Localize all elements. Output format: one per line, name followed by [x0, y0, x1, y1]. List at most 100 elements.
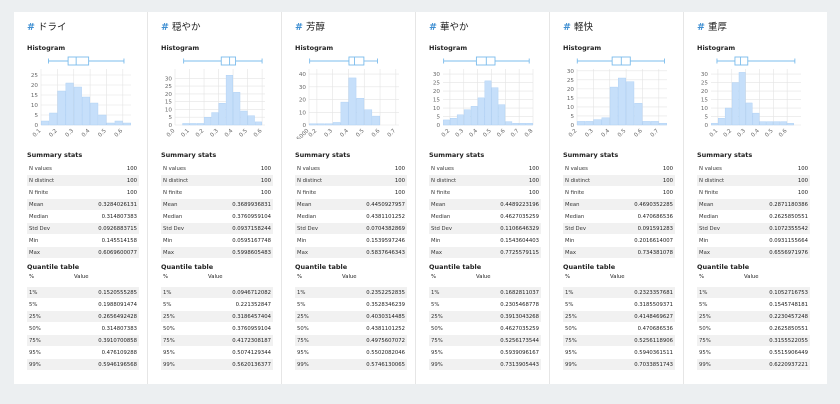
- stat-row-label: Min: [699, 238, 709, 244]
- value-header: Value: [744, 274, 759, 280]
- quantile-row-label: 75%: [297, 338, 309, 344]
- x-tick-label: 0.3: [209, 128, 220, 139]
- histogram-chart: 0 5 10 15 20 25 30 0.1 0.2 0.3 0.4 0.5 0.6: [701, 56, 801, 139]
- pct-header: %: [163, 274, 169, 280]
- quantile-table: 1% 0.1682811037 5% 0.2305468778 25% 0.3913043…: [429, 286, 541, 370]
- x-tick-label: 0.6: [496, 128, 507, 139]
- quantile-row-value: 0.3528346239: [366, 302, 405, 308]
- histogram-bar: [182, 123, 190, 126]
- stat-row-label: Max: [431, 250, 442, 256]
- quantile-row-value: 0.2230457248: [769, 314, 808, 320]
- histogram-bar: [593, 119, 602, 126]
- quantile-row-label: 75%: [699, 338, 711, 344]
- stat-row: N values 100: [161, 162, 273, 174]
- quantile-row: 1% 0.2323357681: [563, 286, 675, 298]
- quantile-row-label: 75%: [565, 338, 577, 344]
- stat-row: Max 0.6556971976: [697, 246, 810, 258]
- quantile-table-heading: Quantile table: [161, 263, 214, 271]
- histogram-bar: [57, 90, 66, 126]
- quantile-row: 50% 0.4381101252: [295, 322, 407, 334]
- y-tick-label: 10: [31, 103, 39, 109]
- quantile-table-heading: Quantile table: [429, 263, 482, 271]
- stat-row-label: Median: [163, 214, 183, 220]
- quantile-row-label: 50%: [29, 326, 41, 332]
- quantile-row-label: 25%: [565, 314, 577, 320]
- stat-row: N values 100: [27, 162, 139, 174]
- stat-row: Min 0.0931155664: [697, 234, 810, 246]
- stat-row-value: 0.470686536: [637, 214, 673, 220]
- summary-stats-table: N values 100 N distinct 100 N finite 100 Mean 0…: [697, 162, 810, 258]
- quantile-row-value: 0.1682811037: [500, 290, 539, 296]
- stat-row-label: N values: [699, 166, 722, 172]
- quantile-row-label: 5%: [163, 302, 172, 308]
- stat-row-label: Min: [565, 238, 575, 244]
- quantile-table-header: % Value: [429, 271, 541, 283]
- stat-row-value: 100: [126, 190, 137, 196]
- x-tick-label: 0.4: [601, 128, 612, 139]
- stat-row-value: 100: [528, 178, 539, 184]
- variable-title: # 重厚: [697, 22, 810, 34]
- quantile-row-value: 0.5256173544: [500, 338, 539, 344]
- summary-stats-heading: Summary stats: [27, 151, 83, 159]
- y-tick-label: 10: [165, 107, 173, 113]
- quantile-row: 25% 0.4030314485: [295, 310, 407, 322]
- y-tick-label: 10: [567, 105, 575, 111]
- y-tick-label: 30: [567, 69, 575, 75]
- histogram-bar: [724, 107, 732, 126]
- quantile-row: 5% 0.221352847: [161, 298, 273, 310]
- stat-row-label: Max: [699, 250, 710, 256]
- histogram-bar: [122, 122, 131, 126]
- box-iqr: [475, 56, 496, 66]
- stat-row: Mean 0.3284026131: [27, 198, 139, 210]
- x-tick-label: 0.5: [764, 128, 775, 139]
- quantile-row: 99% 0.7313905443: [429, 358, 541, 370]
- stat-row: Std Dev 0.0704382869: [295, 222, 407, 234]
- quantile-row-label: 5%: [699, 302, 708, 308]
- stat-row-value: 0.091591283: [637, 226, 673, 232]
- quantile-row-label: 99%: [565, 362, 577, 368]
- quantile-row-value: 0.4148469627: [634, 314, 673, 320]
- y-tick-label: 10: [433, 106, 441, 112]
- quantile-row-label: 1%: [29, 290, 38, 296]
- stat-row-label: Median: [29, 214, 49, 220]
- quantile-row: 99% 0.5946196568: [27, 358, 139, 370]
- x-tick-label: 0.4: [468, 128, 479, 139]
- quantile-table-header: % Value: [563, 271, 675, 283]
- histogram-bar: [106, 122, 115, 126]
- y-tick-label: 0: [436, 123, 440, 129]
- quantile-row: 75% 0.4172308187: [161, 334, 273, 346]
- stat-row-value: 0.0704382869: [366, 226, 405, 232]
- stat-row-value: 100: [662, 190, 673, 196]
- quantile-row-label: 25%: [699, 314, 711, 320]
- variable-name: ドライ: [38, 22, 67, 33]
- quantile-row: 99% 0.7033851743: [563, 358, 675, 370]
- stat-row: Mean 0.4489223196: [429, 198, 541, 210]
- quantile-row-value: 0.3186457404: [232, 314, 271, 320]
- quantile-row-value: 0.5940361511: [634, 350, 673, 356]
- x-tick-label: 0.3: [455, 128, 466, 139]
- quantile-row: 75% 0.3910700858: [27, 334, 139, 346]
- box-iqr: [220, 56, 237, 66]
- y-tick-label: 5: [570, 114, 574, 120]
- variable-title: # 穏やか: [161, 22, 273, 34]
- histogram-bar: [196, 123, 204, 126]
- stat-row: N distinct 100: [697, 174, 810, 186]
- stat-row-value: 100: [528, 190, 539, 196]
- stat-row-label: Median: [565, 214, 585, 220]
- stat-row: Mean 0.4690352285: [563, 198, 675, 210]
- histogram-chart: 0 5 10 15 20 25 0.1 0.2 0.3 0.4 0.5 0.6: [31, 56, 131, 139]
- summary-stats-heading: Summary stats: [563, 151, 619, 159]
- stat-row: Mean 0.2871180386: [697, 198, 810, 210]
- pct-header: %: [29, 274, 35, 280]
- histogram-bar: [711, 123, 718, 126]
- quantile-row-label: 50%: [163, 326, 175, 332]
- y-tick-label: 0: [168, 123, 172, 129]
- y-tick-label: 25: [165, 84, 173, 90]
- summary-stats-table: N values 100 N distinct 100 N finite 100 Mean 0…: [161, 162, 273, 258]
- variable-title: # 華やか: [429, 22, 541, 34]
- quantile-row: 1% 0.1052716753: [697, 286, 810, 298]
- variable-title: # 軽快: [563, 22, 675, 34]
- stat-row-label: N distinct: [163, 178, 189, 184]
- x-tick-label: 0.2: [568, 128, 579, 139]
- quantile-row: 1% 0.1682811037: [429, 286, 541, 298]
